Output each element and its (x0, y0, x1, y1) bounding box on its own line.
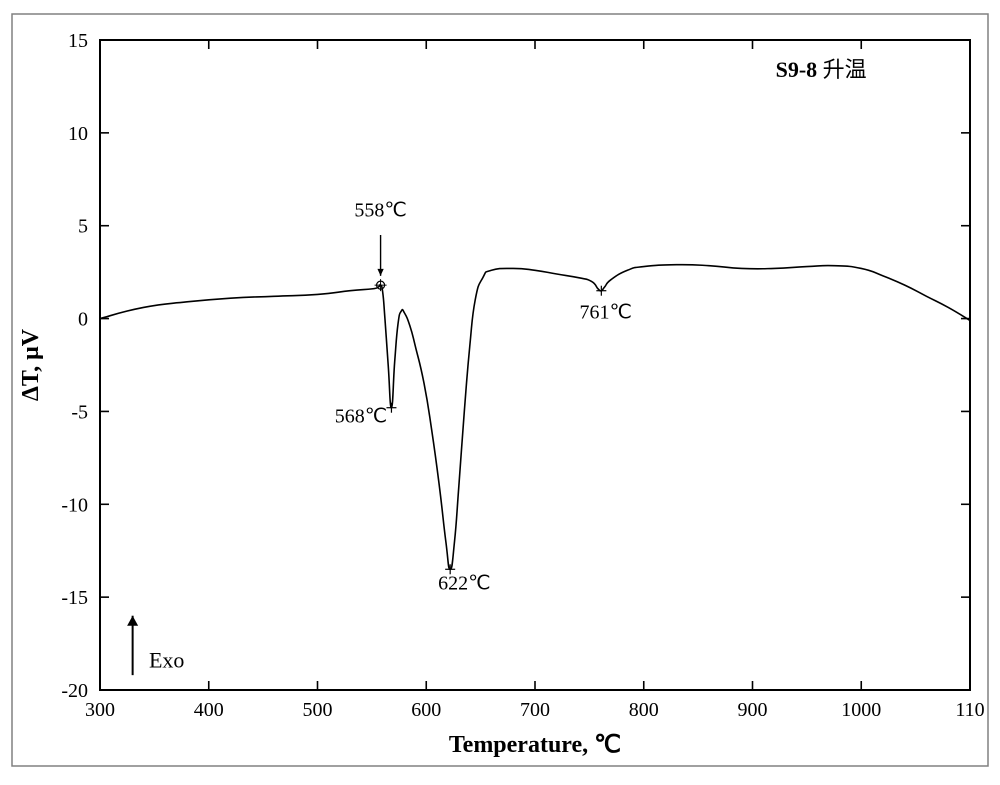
y-tick-label: 15 (68, 30, 88, 52)
x-tick-label: 900 (738, 699, 768, 721)
svg-text:761℃: 761℃ (579, 302, 631, 324)
svg-text:S9-8 升温: S9-8 升温 (776, 57, 867, 82)
y-tick-label: 0 (78, 309, 88, 331)
x-tick-label: 800 (629, 699, 659, 721)
annotation-peak-568: 568℃ (335, 403, 397, 428)
dta-chart: 300 400 500 600 700 800 900 1000 110 -20 -15 -10 -5 0… (0, 0, 1000, 780)
x-tick-label: 500 (303, 699, 333, 721)
svg-text:Exo: Exo (149, 648, 184, 673)
y-tick-label: -5 (71, 401, 88, 423)
x-tick-label: 400 (194, 699, 224, 721)
y-tick-label: 10 (68, 123, 88, 145)
x-tick-label-edge: 110 (955, 699, 984, 721)
y-tick-label: -10 (61, 494, 88, 516)
y-tick-label: -15 (61, 587, 88, 609)
chart-container: 300 400 500 600 700 800 900 1000 110 -20 -15 -10 -5 0… (0, 0, 1000, 780)
legend: S9-8 升温 (776, 57, 867, 82)
y-tick-label: -20 (61, 680, 88, 702)
x-tick-label: 1000 (841, 699, 881, 721)
svg-text:622℃: 622℃ (438, 573, 490, 595)
x-axis-label: Temperature, ℃ (449, 732, 621, 758)
y-axis-label: ΔT, μV (18, 328, 44, 401)
svg-text:558℃: 558℃ (354, 199, 406, 221)
svg-text:568℃: 568℃ (335, 406, 387, 428)
y-tick-label: 5 (78, 216, 88, 238)
x-tick-label: 600 (411, 699, 441, 721)
x-tick-label: 700 (520, 699, 550, 721)
x-tick-label: 300 (85, 699, 115, 721)
